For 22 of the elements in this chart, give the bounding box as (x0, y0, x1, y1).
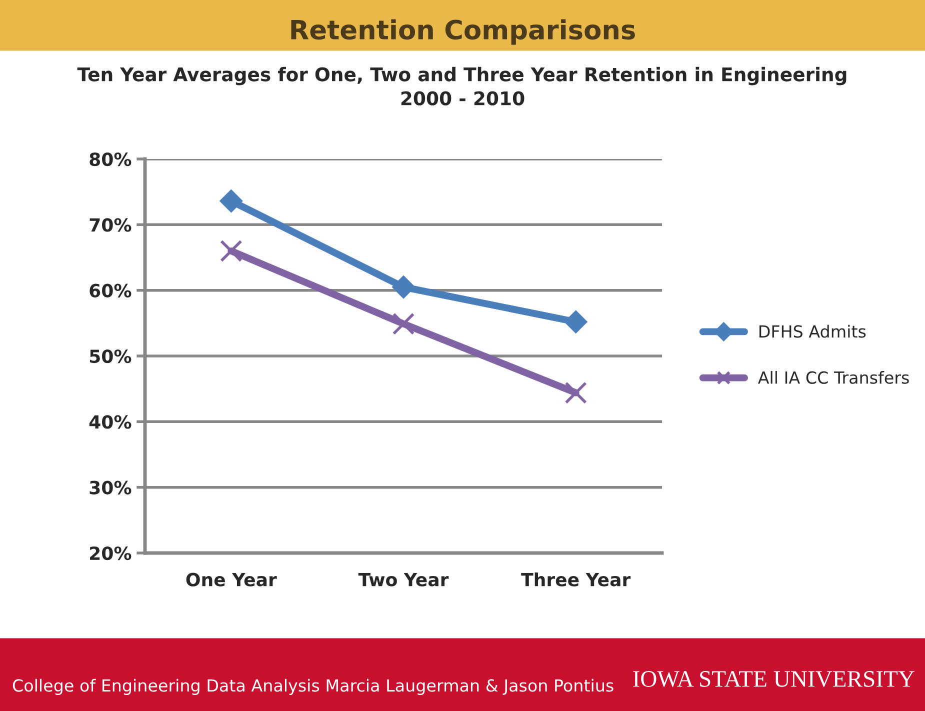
y-tick-label: 50% (90, 349, 132, 364)
point (392, 312, 415, 335)
text: IOWA STATE UNIVERSITY (633, 671, 914, 688)
legend-label: DFHS Admits (759, 324, 866, 338)
text: College of Engineering Data Analysis Marcia Laugerman & Jason Pontius (12, 678, 614, 695)
x-tick-label: Three Year (521, 572, 631, 586)
y-tick-label: 80% (90, 152, 132, 166)
legend-label: All IA CC Transfers (758, 371, 909, 384)
y-tick-label: 40% (89, 415, 132, 429)
y-tick-label: 20% (90, 546, 132, 560)
chart-subtitle: Ten Year Averages for One, Two and Three Year Retention in Engineering 2000 - 2010 (77, 66, 846, 106)
point (220, 240, 242, 262)
point (392, 276, 415, 299)
point (564, 382, 587, 404)
y-tick-label: 70% (90, 218, 132, 232)
y-tick-label: 30% (90, 480, 132, 494)
y-tick-label: 60% (90, 284, 132, 298)
chart-title: Retention Comparisons (291, 19, 635, 45)
point (220, 190, 243, 213)
x-tick-label: Two Year (358, 573, 449, 586)
x-tick-label: One Year (186, 572, 277, 586)
point (564, 310, 588, 334)
